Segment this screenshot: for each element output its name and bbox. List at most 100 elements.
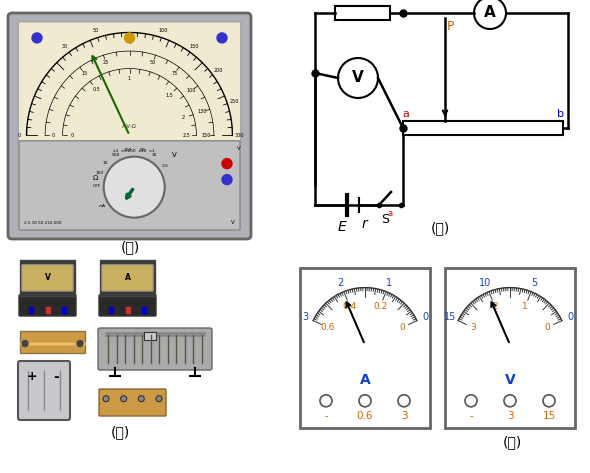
Text: A: A <box>360 373 371 387</box>
Text: 1.5: 1.5 <box>166 93 173 98</box>
Text: (乙): (乙) <box>430 221 450 235</box>
Text: -: - <box>469 411 473 421</box>
Text: OFF: OFF <box>93 184 101 188</box>
FancyBboxPatch shape <box>22 264 73 291</box>
Text: x1  x×100  x10  x1: x1 x×100 x10 x1 <box>113 149 155 152</box>
FancyBboxPatch shape <box>101 264 153 291</box>
Text: b: b <box>558 109 565 119</box>
Text: Ω: Ω <box>93 175 99 181</box>
Bar <box>445 268 575 428</box>
Text: 1: 1 <box>386 278 392 289</box>
Text: 10: 10 <box>151 153 157 158</box>
Bar <box>20 331 85 353</box>
FancyBboxPatch shape <box>19 295 76 316</box>
Text: 2: 2 <box>337 278 343 289</box>
Text: 50: 50 <box>150 60 156 65</box>
Circle shape <box>474 0 506 29</box>
Text: 150: 150 <box>189 44 199 49</box>
Text: 0: 0 <box>18 133 21 138</box>
Circle shape <box>103 396 109 402</box>
Text: 0.2: 0.2 <box>373 302 388 311</box>
Circle shape <box>104 157 165 218</box>
Text: 3: 3 <box>401 411 407 421</box>
Text: 0: 0 <box>567 312 573 322</box>
Text: 3: 3 <box>302 312 308 322</box>
Text: V: V <box>237 146 241 151</box>
Bar <box>62 307 66 313</box>
Text: +: + <box>27 370 37 383</box>
Text: A-V-Ω: A-V-Ω <box>122 124 137 130</box>
Polygon shape <box>100 260 155 296</box>
Text: 1: 1 <box>128 76 131 81</box>
Text: 30: 30 <box>62 44 68 49</box>
Text: V: V <box>352 70 364 86</box>
Text: 100: 100 <box>186 88 196 93</box>
Text: 200: 200 <box>214 68 223 73</box>
Bar <box>109 307 113 313</box>
Text: 10: 10 <box>480 278 491 289</box>
FancyBboxPatch shape <box>18 22 241 145</box>
Text: mA: mA <box>98 204 105 208</box>
Text: 1: 1 <box>522 302 528 311</box>
Text: 2: 2 <box>182 115 185 120</box>
Bar <box>403 121 563 135</box>
FancyBboxPatch shape <box>18 361 70 420</box>
FancyBboxPatch shape <box>19 141 240 230</box>
Text: a: a <box>388 209 393 218</box>
Text: P: P <box>447 20 454 33</box>
Text: 10: 10 <box>103 161 108 165</box>
Circle shape <box>398 395 410 407</box>
Text: 15: 15 <box>542 411 556 421</box>
Bar <box>126 307 129 313</box>
Text: 0: 0 <box>422 312 428 322</box>
Text: -: - <box>324 411 328 421</box>
Text: 2.5: 2.5 <box>162 164 168 167</box>
Circle shape <box>124 33 135 43</box>
Text: 500: 500 <box>112 153 120 157</box>
Text: (丙): (丙) <box>110 425 130 439</box>
Text: A: A <box>484 6 496 20</box>
Text: 15: 15 <box>81 71 88 76</box>
Circle shape <box>338 58 378 98</box>
Text: A: A <box>124 273 130 282</box>
Bar <box>300 268 430 428</box>
Text: 100: 100 <box>96 171 103 175</box>
Text: 2: 2 <box>492 302 497 311</box>
Circle shape <box>320 395 332 407</box>
Circle shape <box>77 341 83 347</box>
Circle shape <box>222 158 232 168</box>
Circle shape <box>465 395 477 407</box>
Text: (甲): (甲) <box>120 240 140 254</box>
Bar <box>20 342 85 345</box>
Circle shape <box>138 396 145 402</box>
Circle shape <box>217 33 227 43</box>
FancyBboxPatch shape <box>99 389 166 416</box>
FancyBboxPatch shape <box>98 328 212 370</box>
Text: 15: 15 <box>444 312 456 322</box>
Text: 75: 75 <box>171 71 178 76</box>
Text: 3: 3 <box>470 323 476 332</box>
Text: 150: 150 <box>201 133 211 138</box>
Text: 100: 100 <box>159 28 168 34</box>
Bar <box>105 332 205 336</box>
Circle shape <box>504 395 516 407</box>
Circle shape <box>156 396 162 402</box>
Text: 250: 250 <box>230 99 239 104</box>
Bar <box>142 307 146 313</box>
Text: V: V <box>172 152 177 158</box>
Circle shape <box>543 395 555 407</box>
Text: (丁): (丁) <box>502 435 522 449</box>
Text: 5: 5 <box>532 278 537 289</box>
Text: 0: 0 <box>545 323 550 332</box>
Text: 50: 50 <box>139 149 145 152</box>
Text: 300: 300 <box>235 133 244 138</box>
Text: r: r <box>361 217 367 231</box>
FancyBboxPatch shape <box>99 295 156 316</box>
Text: E: E <box>337 220 346 234</box>
Text: 250: 250 <box>123 148 132 152</box>
Bar <box>29 307 33 313</box>
Text: 50: 50 <box>93 28 99 34</box>
Circle shape <box>359 395 371 407</box>
Text: a: a <box>402 109 409 119</box>
Text: 0: 0 <box>71 133 74 138</box>
